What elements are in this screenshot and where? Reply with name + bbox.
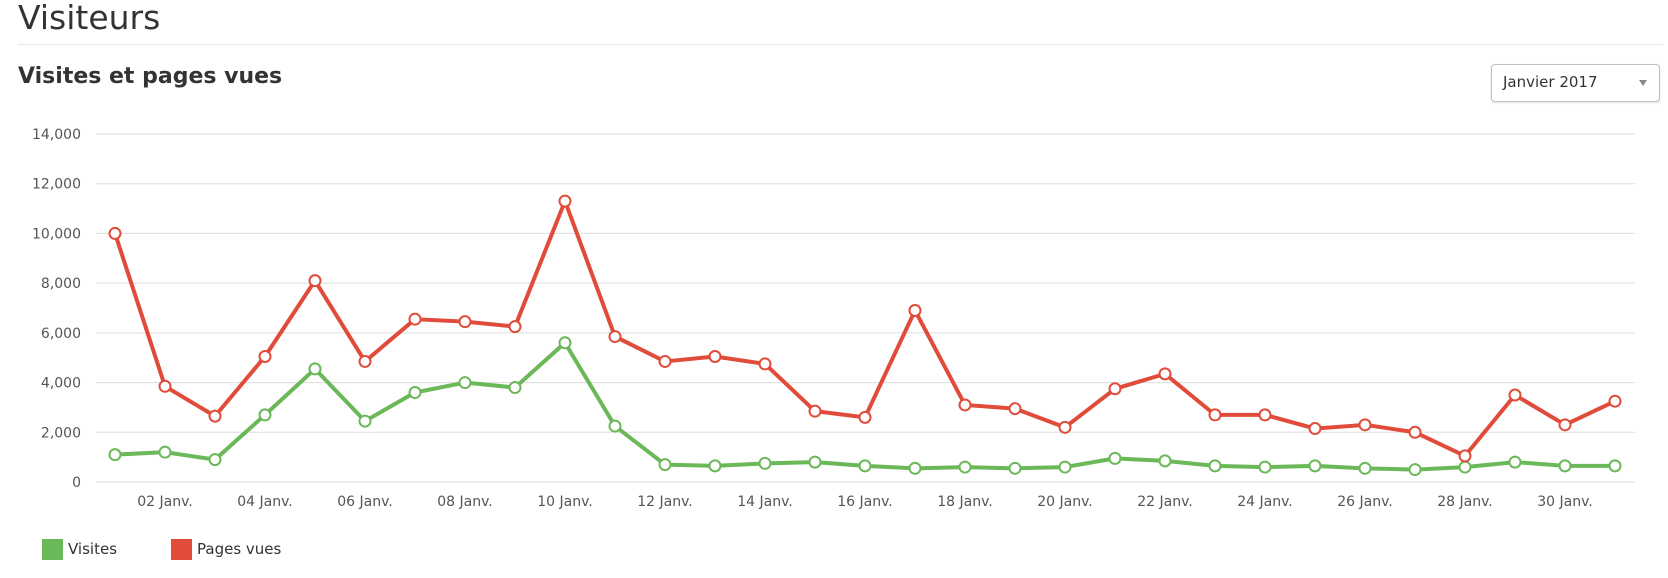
data-point-visites — [758, 456, 772, 470]
data-point-pages-vues — [308, 274, 322, 288]
x-tick-label: 08 Janv. — [437, 494, 493, 510]
month-select-value: Janvier 2017 — [1503, 73, 1598, 91]
data-point-visites — [258, 408, 272, 422]
data-point-pages-vues — [1308, 422, 1322, 436]
data-point-visites — [208, 453, 222, 467]
page-title: Visiteurs — [18, 0, 161, 37]
data-point-visites — [108, 448, 122, 462]
data-point-pages-vues — [958, 398, 972, 412]
data-point-pages-vues — [1508, 388, 1522, 402]
y-tick-label: 2,000 — [41, 425, 81, 441]
data-point-visites — [708, 459, 722, 473]
data-point-pages-vues — [1608, 394, 1622, 408]
data-point-pages-vues — [658, 354, 672, 368]
data-point-visites — [558, 336, 572, 350]
legend-swatch-visites — [42, 538, 63, 560]
data-point-pages-vues — [1258, 408, 1272, 422]
line-chart: 0 2,000 4,000 6,000 8,000 10,000 12,000 14,000 0… — [32, 127, 1635, 510]
data-point-pages-vues — [1158, 367, 1172, 381]
y-tick-label: 12,000 — [32, 177, 81, 193]
x-tick-label: 20 Janv. — [1037, 494, 1093, 510]
data-point-pages-vues — [1108, 382, 1122, 396]
y-tick-label: 4,000 — [41, 376, 81, 392]
data-point-visites — [1108, 451, 1122, 465]
data-point-visites — [358, 414, 372, 428]
data-point-pages-vues — [558, 194, 572, 208]
legend-item-visites[interactable]: Visites — [42, 538, 117, 560]
month-select[interactable]: Janvier 2017 — [1491, 64, 1660, 102]
x-tick-label: 12 Janv. — [637, 494, 693, 510]
data-point-visites — [508, 381, 522, 395]
data-point-pages-vues — [508, 320, 522, 334]
data-point-pages-vues — [1008, 402, 1022, 416]
y-tick-label: 14,000 — [32, 127, 81, 143]
legend-label-pages-vues: Pages vues — [197, 540, 282, 558]
data-point-pages-vues — [1208, 408, 1222, 422]
x-tick-label: 26 Janv. — [1337, 494, 1393, 510]
data-point-visites — [1508, 455, 1522, 469]
data-point-visites — [908, 461, 922, 475]
y-tick-label: 6,000 — [41, 326, 81, 342]
data-point-pages-vues — [808, 404, 822, 418]
data-point-visites — [1308, 459, 1322, 473]
data-point-visites — [658, 458, 672, 472]
data-point-visites — [808, 455, 822, 469]
x-tick-label: 30 Janv. — [1537, 494, 1593, 510]
data-point-visites — [1058, 460, 1072, 474]
data-point-pages-vues — [858, 410, 872, 424]
data-point-visites — [1608, 459, 1622, 473]
y-tick-label: 8,000 — [41, 276, 81, 292]
data-point-pages-vues — [908, 303, 922, 317]
x-tick-label: 06 Janv. — [337, 494, 393, 510]
data-point-pages-vues — [1408, 425, 1422, 439]
data-point-pages-vues — [108, 226, 122, 240]
data-point-visites — [1258, 460, 1272, 474]
data-point-visites — [408, 386, 422, 400]
title-divider — [18, 44, 1663, 45]
data-point-visites — [958, 460, 972, 474]
chevron-down-icon — [1639, 80, 1647, 86]
data-point-visites — [158, 445, 172, 459]
data-point-visites — [458, 376, 472, 390]
data-point-pages-vues — [1358, 418, 1372, 432]
data-point-visites — [1558, 459, 1572, 473]
legend-item-pages-vues[interactable]: Pages vues — [171, 538, 281, 560]
data-point-pages-vues — [1458, 449, 1472, 463]
data-point-pages-vues — [408, 312, 422, 326]
data-point-pages-vues — [358, 354, 372, 368]
x-tick-label: 04 Janv. — [237, 494, 293, 510]
data-point-visites — [1408, 463, 1422, 477]
data-point-pages-vues — [1058, 420, 1072, 434]
data-point-pages-vues — [1558, 418, 1572, 432]
data-point-pages-vues — [758, 357, 772, 371]
data-point-pages-vues — [708, 349, 722, 363]
data-point-visites — [1158, 454, 1172, 468]
data-point-visites — [858, 459, 872, 473]
series-line-visites — [113, 340, 1617, 472]
data-point-visites — [1458, 460, 1472, 474]
chart-section-title: Visites et pages vues — [18, 64, 283, 89]
data-point-visites — [608, 419, 622, 433]
data-point-pages-vues — [608, 330, 622, 344]
data-point-pages-vues — [208, 409, 222, 423]
data-point-visites — [1208, 459, 1222, 473]
x-tick-label: 14 Janv. — [737, 494, 793, 510]
data-point-pages-vues — [258, 349, 272, 363]
y-tick-label: 10,000 — [32, 226, 81, 242]
data-point-visites — [1358, 461, 1372, 475]
y-tick-label: 0 — [72, 475, 81, 491]
data-point-pages-vues — [158, 379, 172, 393]
x-tick-label: 24 Janv. — [1237, 494, 1293, 510]
data-point-pages-vues — [458, 315, 472, 329]
x-tick-label: 10 Janv. — [537, 494, 593, 510]
legend-swatch-pages-vues — [171, 538, 192, 560]
data-point-visites — [1008, 461, 1022, 475]
x-tick-label: 28 Janv. — [1437, 494, 1493, 510]
data-point-visites — [308, 362, 322, 376]
x-tick-label: 16 Janv. — [837, 494, 893, 510]
legend-label-visites: Visites — [68, 540, 118, 558]
x-tick-label: 18 Janv. — [937, 494, 993, 510]
x-tick-label: 02 Janv. — [137, 494, 193, 510]
x-tick-label: 22 Janv. — [1137, 494, 1193, 510]
